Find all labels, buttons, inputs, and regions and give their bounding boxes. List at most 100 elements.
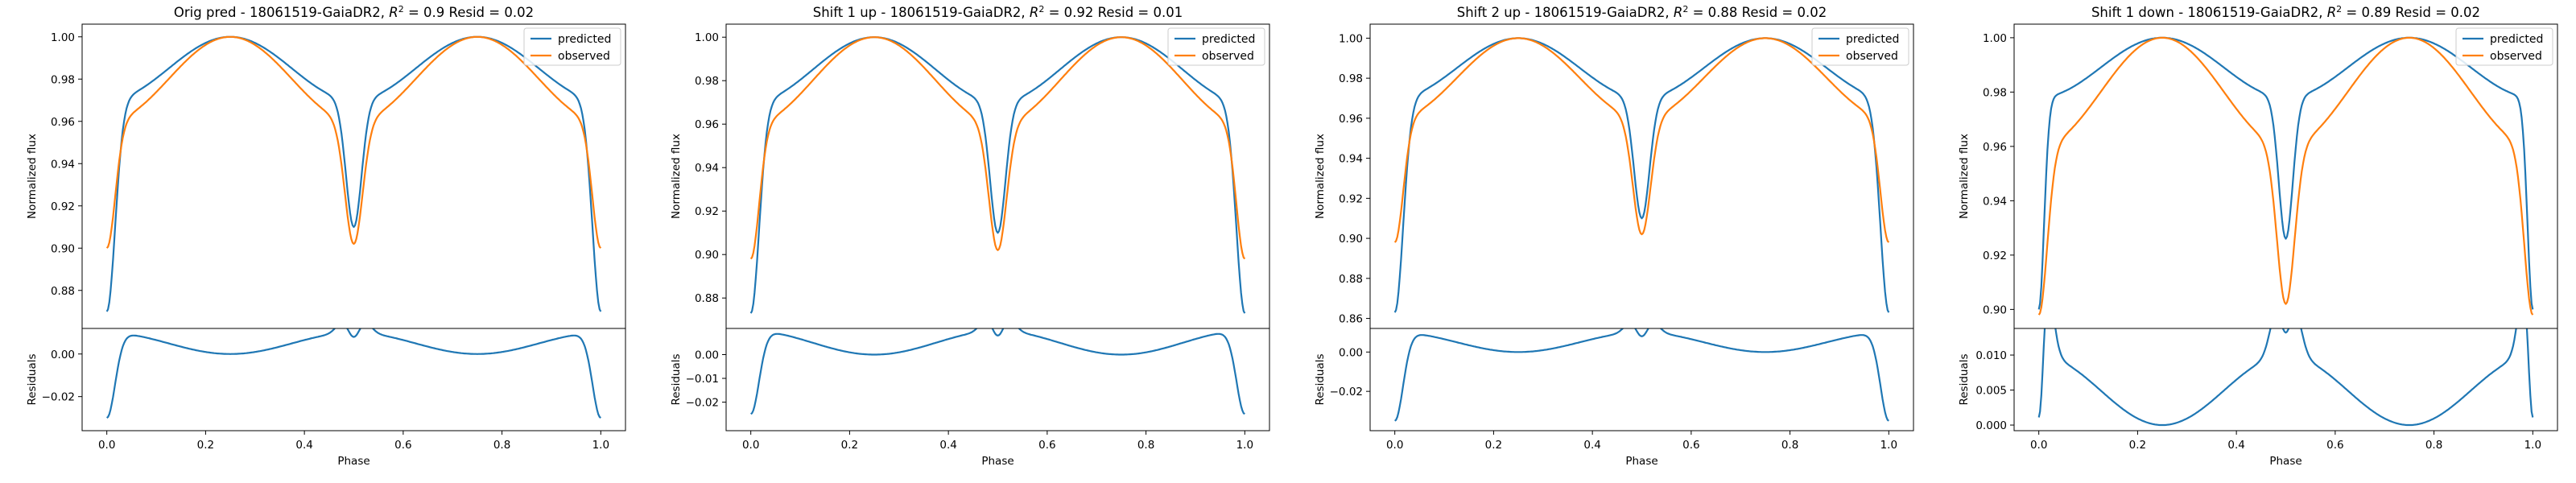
y-tick-label: 0.88 [51,285,75,298]
chart-title-sup: 2 [1038,4,1044,14]
y-tick-label: 0.98 [1339,72,1363,85]
x-tick-label: 0.8 [2425,439,2442,452]
top-axes-frame [2013,23,2558,329]
legend: predicted observed [1811,27,1909,66]
y-tick-label: 0.00 [51,349,75,361]
y-tick-label: 0.000 [1975,419,2007,432]
x-tick-label: 0.2 [841,439,858,452]
chart-title-prefix: Orig pred - 18061519-GaiaDR2, [174,5,389,20]
y-tick-label: 1.00 [1339,32,1363,45]
y-axis-label: Normalized flux [26,134,39,219]
chart-title: Shift 1 down - 18061519-GaiaDR2, R2 = 0.… [2091,4,2480,21]
series-line-predicted [749,36,1246,314]
y-tick-label: 1.00 [1983,32,2007,45]
residual-line [106,328,601,419]
chart-title-r: R [389,5,398,20]
y-axis-label: Normalized flux [670,134,683,219]
y-tick-label: 1.00 [695,31,719,44]
residual-line [1394,328,1889,422]
y-tick-label: 0.005 [1975,385,2007,398]
chart-panel-1: Orig pred - 18061519-GaiaDR2, R2 = 0.9 R… [26,4,626,468]
residual-axis-label: Residuals [1314,353,1327,405]
series-line-observed [105,35,602,249]
legend-label-predicted: predicted [2490,33,2543,46]
y-tick-label: 0.90 [1339,233,1363,246]
y-tick-label: 0.96 [1339,113,1363,126]
y-tick-label: 0.90 [1983,303,2007,316]
series-line-predicted [2037,36,2534,310]
x-tick-label: 0.8 [1781,439,1798,452]
y-tick-label: −0.01 [686,373,719,386]
y-tick-label: 0.00 [695,349,719,361]
x-tick-label: 0.4 [295,439,312,452]
legend-label-predicted: predicted [558,33,611,46]
y-axis-label: Normalized flux [1958,134,1971,219]
chart-title-prefix: Shift 2 up - 18061519-GaiaDR2, [1457,5,1674,20]
x-tick-label: 1.0 [592,439,609,452]
bottom-axes-frame [1369,328,1914,431]
y-tick-label: 0.92 [1339,192,1363,205]
x-tick-label: 0.2 [1485,439,1502,452]
x-tick-label: 0.4 [2227,439,2244,452]
y-tick-label: 0.94 [695,162,719,175]
x-tick-label: 0.2 [197,439,214,452]
y-tick-label: 0.92 [51,200,75,213]
y-tick-label: 0.86 [1339,313,1363,326]
series-line-predicted [105,35,602,312]
legend: predicted observed [523,27,621,66]
y-tick-label: 0.96 [1983,141,2007,154]
top-axes-frame [1369,23,1914,329]
legend-label-predicted: predicted [1846,33,1899,46]
series-line-observed [749,36,1246,260]
x-tick-label: 0.0 [2030,439,2047,452]
x-tick-label: 1.0 [1880,439,1897,452]
residual-axis-label: Residuals [26,353,39,405]
y-tick-label: 0.94 [51,158,75,171]
y-tick-label: −0.02 [686,397,719,410]
x-axis-label: Phase [981,455,1013,468]
legend-label-observed: observed [1202,50,1254,63]
y-tick-label: −0.02 [42,391,75,404]
bottom-axes-frame [725,328,1270,431]
legend-label-observed: observed [2490,50,2542,63]
x-tick-label: 0.0 [742,439,759,452]
y-tick-label: 0.90 [51,242,75,255]
x-tick-label: 0.6 [394,439,411,452]
y-tick-label: 0.90 [695,249,719,262]
residual-axis-label: Residuals [670,353,683,405]
chart-title: Shift 2 up - 18061519-GaiaDR2, R2 = 0.88… [1457,4,1827,21]
chart-title: Orig pred - 18061519-GaiaDR2, R2 = 0.9 R… [174,4,534,21]
chart-title-sup: 2 [398,4,404,14]
residual-line [2037,328,2534,427]
x-tick-label: 0.2 [2129,439,2146,452]
y-tick-label: 0.92 [1983,250,2007,262]
x-tick-label: 0.4 [939,439,956,452]
chart-title-r: R [1030,5,1038,20]
legend-label-observed: observed [558,50,610,63]
series-line-predicted [1393,37,1890,313]
legend-label-observed: observed [1846,50,1898,63]
y-tick-label: 0.88 [1339,273,1363,286]
bottom-axes-frame [2013,328,2558,431]
x-tick-label: 0.8 [493,439,510,452]
chart-panel-3: Shift 2 up - 18061519-GaiaDR2, R2 = 0.88… [1314,4,1914,468]
chart-panel-2: Shift 1 up - 18061519-GaiaDR2, R2 = 0.92… [670,4,1270,468]
top-axes-frame [725,23,1270,329]
chart-title-rest: = 0.88 Resid = 0.02 [1688,5,1827,20]
y-tick-label: 0.00 [1339,346,1363,359]
x-tick-label: 0.6 [1682,439,1699,452]
top-axes-frame [81,23,626,329]
x-tick-label: 0.6 [2326,439,2343,452]
y-tick-label: 0.98 [1983,86,2007,99]
series-line-observed [1393,37,1890,243]
chart-title-r: R [2327,5,2336,20]
x-tick-label: 0.4 [1583,439,1600,452]
y-tick-label: 0.96 [51,116,75,129]
chart-title-rest: = 0.92 Resid = 0.01 [1044,5,1183,20]
x-tick-label: 0.8 [1137,439,1154,452]
y-tick-label: 0.88 [695,292,719,305]
series-line-observed [2037,36,2534,316]
x-tick-label: 0.6 [1038,439,1055,452]
x-tick-label: 1.0 [1236,439,1253,452]
